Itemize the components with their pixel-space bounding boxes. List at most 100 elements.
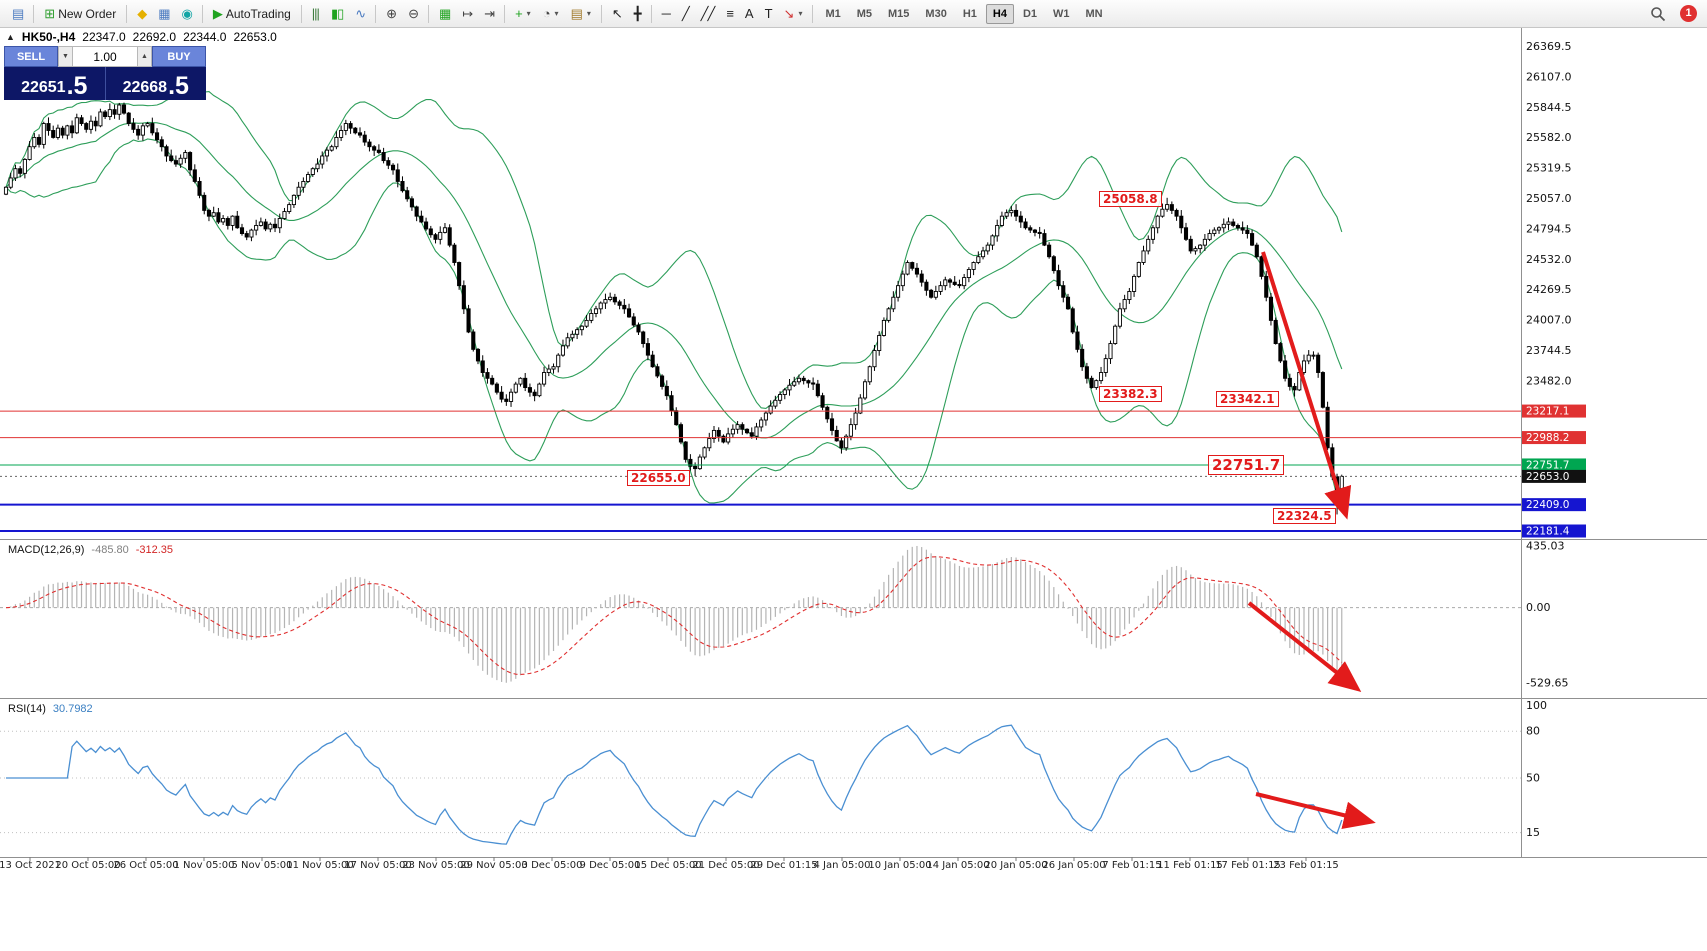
text-tool-button[interactable]: A xyxy=(739,2,759,26)
autotrading-button[interactable]: ▶ AutoTrading xyxy=(207,2,297,26)
chart-symbol-title: HK50-,H4 xyxy=(21,30,76,44)
auto-scroll-icon: ↦ xyxy=(462,6,473,21)
zoom-out-button[interactable]: ⊖ xyxy=(402,2,424,26)
timeframe-W1-button[interactable]: W1 xyxy=(1046,4,1077,24)
community-button[interactable]: ◉ xyxy=(176,2,198,26)
fibonacci-icon: ≡ xyxy=(726,6,734,21)
svg-text:25582.0: 25582.0 xyxy=(1526,131,1572,144)
timeframe-D1-button[interactable]: D1 xyxy=(1016,4,1044,24)
crosshair-button[interactable]: ╋ xyxy=(628,2,647,26)
cursor-button[interactable]: ↖ xyxy=(606,2,628,26)
price-annotation-label[interactable]: 23382.3 xyxy=(1099,386,1162,402)
price-annotation-label[interactable]: 22655.0 xyxy=(627,470,690,486)
svg-text:29 Nov 05:00: 29 Nov 05:00 xyxy=(460,860,527,871)
svg-text:100: 100 xyxy=(1526,699,1547,712)
timeframe-MN-button[interactable]: MN xyxy=(1079,4,1110,24)
svg-text:-529.65: -529.65 xyxy=(1526,676,1568,689)
horizontal-levels[interactable]: 23217.1 22988.2 22751.7 22409.0 22181.4 22653… xyxy=(0,404,1586,538)
timeframe-M15-button[interactable]: M15 xyxy=(881,4,916,24)
dropdown-arrow-icon: ▾ xyxy=(586,9,591,18)
tile-windows-button[interactable]: ▦ xyxy=(433,2,456,26)
autotrading-play-icon: ▶ xyxy=(212,6,223,21)
toolbar-separator xyxy=(33,4,35,23)
channel-tool-button[interactable]: ╱╱ xyxy=(695,2,721,26)
chart-shift-button[interactable]: ⇥ xyxy=(478,2,500,26)
svg-text:23482.0: 23482.0 xyxy=(1526,374,1572,387)
auto-scroll-button[interactable]: ↦ xyxy=(456,2,478,26)
trendline-tool-button[interactable]: ╱ xyxy=(676,2,695,26)
macd-signal-line xyxy=(5,556,1343,675)
timeframe-H1-button[interactable]: H1 xyxy=(956,4,984,24)
trend-arrows[interactable] xyxy=(1247,251,1376,829)
volume-decrease-button[interactable]: ▼ xyxy=(58,46,73,67)
chart-info-header: ▲ HK50-,H4 22347.0 22692.0 22344.0 22653… xyxy=(6,30,277,44)
hline-tool-button[interactable]: ─ xyxy=(656,2,676,26)
timeframe-H4-button[interactable]: H4 xyxy=(985,3,1014,24)
price-axis[interactable]: 26369.5 26107.0 25844.5 25582.0 25319.5 25057… xyxy=(1526,40,1572,387)
sell-price[interactable]: 22651 .5 xyxy=(4,67,105,100)
indicators-button[interactable]: + ▾ xyxy=(509,2,537,26)
timeframe-M5-button[interactable]: M5 xyxy=(850,4,879,24)
macd-label: MACD(12,26,9) xyxy=(8,544,85,556)
data-window-button[interactable]: ▦ xyxy=(152,2,175,26)
price-annotation-label[interactable]: 25058.8 xyxy=(1099,191,1162,207)
svg-text:26 Jan 05:00: 26 Jan 05:00 xyxy=(1042,860,1105,871)
toolbar: ▤ ⊞ New Order ◆ ▦ ◉ ▶ AutoTrading ||| ▮▯ ∿ ⊕ ⊖ ▦ ↦ ⇥ + ▾ ◔… xyxy=(0,0,1707,28)
svg-text:23 Nov 05:00: 23 Nov 05:00 xyxy=(402,860,469,871)
red-trend-arrow xyxy=(1247,601,1362,692)
chart-menu-button[interactable]: ▤ xyxy=(6,2,29,26)
svg-text:80: 80 xyxy=(1526,725,1540,738)
horizontal-line-icon: ─ xyxy=(661,6,671,21)
svg-text:11 Feb 01:15: 11 Feb 01:15 xyxy=(1157,860,1223,871)
price-annotation-label[interactable]: 22324.5 xyxy=(1273,508,1336,524)
ohlc-open: 22347.0 xyxy=(82,30,126,44)
timeframe-M1-button[interactable]: M1 xyxy=(818,4,847,24)
line-chart-button[interactable]: ∿ xyxy=(349,2,371,26)
rsi-panel: 100 80 50 15 xyxy=(0,699,1547,845)
new-order-button[interactable]: ⊞ New Order xyxy=(38,2,122,26)
line-chart-icon: ∿ xyxy=(355,6,366,21)
svg-text:435.03: 435.03 xyxy=(1526,539,1565,552)
macd-panel: 435.03 0.00 -529.65 xyxy=(0,539,1568,689)
toolbar-separator xyxy=(600,4,602,23)
fibonacci-tool-button[interactable]: ≡ xyxy=(720,2,739,26)
svg-text:4 Jan 05:00: 4 Jan 05:00 xyxy=(814,860,871,871)
community-icon: ◉ xyxy=(181,6,193,21)
mql5-button[interactable]: ◆ xyxy=(131,2,152,26)
arrows-tool-button[interactable]: ↘ ▾ xyxy=(778,2,809,26)
svg-text:14 Jan 05:00: 14 Jan 05:00 xyxy=(926,860,989,871)
volume-input[interactable] xyxy=(73,46,137,67)
search-button[interactable] xyxy=(1650,6,1666,22)
bar-chart-button[interactable]: ||| xyxy=(306,2,325,26)
toolbar-groups: ▤ ⊞ New Order ◆ ▦ ◉ ▶ AutoTrading ||| ▮▯ ∿ ⊕ ⊖ ▦ ↦ ⇥ + ▾ ◔… xyxy=(6,2,1111,26)
price-annotation-label[interactable]: 23342.1 xyxy=(1216,391,1279,407)
buy-price[interactable]: 22668 .5 xyxy=(104,67,207,100)
mql5-diamond-icon: ◆ xyxy=(137,6,147,21)
timeframe-M30-button[interactable]: M30 xyxy=(918,4,953,24)
cursor-arrow-icon: ↖ xyxy=(611,6,623,21)
data-window-icon: ▦ xyxy=(158,6,170,21)
svg-text:24007.0: 24007.0 xyxy=(1526,314,1572,327)
templates-button[interactable]: ▤ ▾ xyxy=(565,2,597,26)
one-click-collapse-button[interactable]: ▲ xyxy=(6,32,15,42)
periods-button[interactable]: ◔ ▾ xyxy=(537,2,565,26)
zoom-in-button[interactable]: ⊕ xyxy=(380,2,402,26)
candlestick-chart-button[interactable]: ▮▯ xyxy=(325,2,349,26)
sell-price-int: 22651 xyxy=(21,79,66,96)
svg-text:25844.5: 25844.5 xyxy=(1526,101,1572,114)
label-tool-button[interactable]: T xyxy=(759,2,778,26)
notification-badge[interactable]: 1 xyxy=(1680,5,1697,22)
svg-text:13 Oct 2021: 13 Oct 2021 xyxy=(0,860,61,871)
svg-text:10 Jan 05:00: 10 Jan 05:00 xyxy=(868,860,931,871)
toolbar-separator xyxy=(812,4,814,23)
price-annotation-label[interactable]: 22751.7 xyxy=(1208,455,1285,475)
svg-text:15 Dec 05:00: 15 Dec 05:00 xyxy=(634,860,701,871)
toolbar-separator xyxy=(300,4,302,23)
search-icon xyxy=(1651,6,1666,21)
volume-increase-button[interactable]: ▲ xyxy=(137,46,152,67)
buy-button[interactable]: BUY xyxy=(152,46,206,67)
svg-text:3 Dec 05:00: 3 Dec 05:00 xyxy=(522,860,583,871)
sell-button[interactable]: SELL xyxy=(4,46,58,67)
